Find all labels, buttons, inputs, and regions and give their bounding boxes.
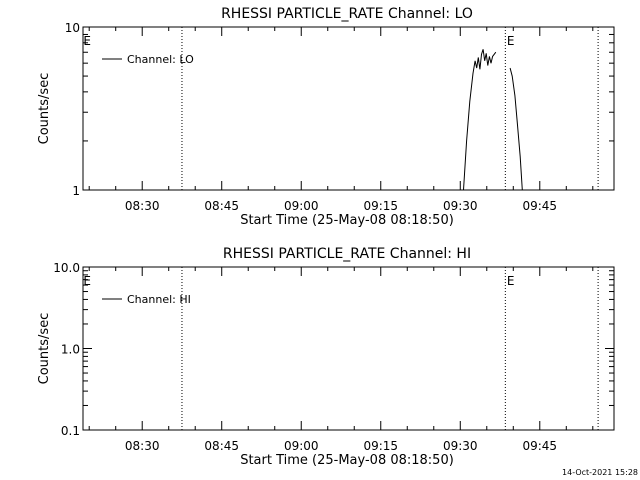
x-tick-label: 08:45 (204, 439, 239, 453)
event-marker: E (507, 274, 515, 288)
series-line (463, 49, 497, 191)
x-tick-label: 09:45 (522, 199, 557, 213)
event-marker: E (83, 274, 91, 288)
panel-hi: RHESSI PARTICLE_RATE Channel: HI 08:30 08:… (37, 246, 615, 468)
y-axis-label: Counts/sec (37, 73, 52, 145)
event-marker: E (83, 34, 91, 48)
event-marker: E (507, 34, 515, 48)
chart-title: RHESSI PARTICLE_RATE Channel: HI (223, 246, 471, 262)
x-axis-label: Start Time (25-May-08 08:18:50) (240, 453, 454, 468)
y-axis-label: Counts/sec (37, 313, 52, 385)
x-tick-label: 09:30 (443, 439, 478, 453)
x-axis-label: Start Time (25-May-08 08:18:50) (240, 213, 454, 228)
y-tick-label: 10 (65, 21, 80, 35)
footer-timestamp: 14-Oct-2021 15:28 (562, 468, 638, 477)
plot-frame (82, 26, 615, 191)
y-tick-label: 10.0 (53, 261, 80, 275)
y-tick-label: 0.1 (61, 424, 80, 438)
legend-label: Channel: LO (127, 53, 194, 66)
chart-title: RHESSI PARTICLE_RATE Channel: LO (221, 6, 473, 22)
y-tick-label: 1.0 (61, 343, 80, 357)
plot-frame (82, 266, 615, 431)
series-line (509, 67, 523, 191)
x-tick-label: 08:30 (125, 199, 160, 213)
y-tick-label: 1 (72, 184, 80, 198)
x-tick-label: 08:30 (125, 439, 160, 453)
panel-lo: RHESSI PARTICLE_RATE Channel: LO 08:30 08:… (37, 6, 615, 228)
x-tick-label: 09:30 (443, 199, 478, 213)
x-tick-label: 09:15 (363, 199, 398, 213)
x-tick-label: 09:15 (363, 439, 398, 453)
x-tick-label: 08:45 (204, 199, 239, 213)
legend-label: Channel: HI (127, 293, 191, 306)
x-tick-label: 09:00 (284, 439, 319, 453)
x-tick-label: 09:00 (284, 199, 319, 213)
x-tick-label: 09:45 (522, 439, 557, 453)
